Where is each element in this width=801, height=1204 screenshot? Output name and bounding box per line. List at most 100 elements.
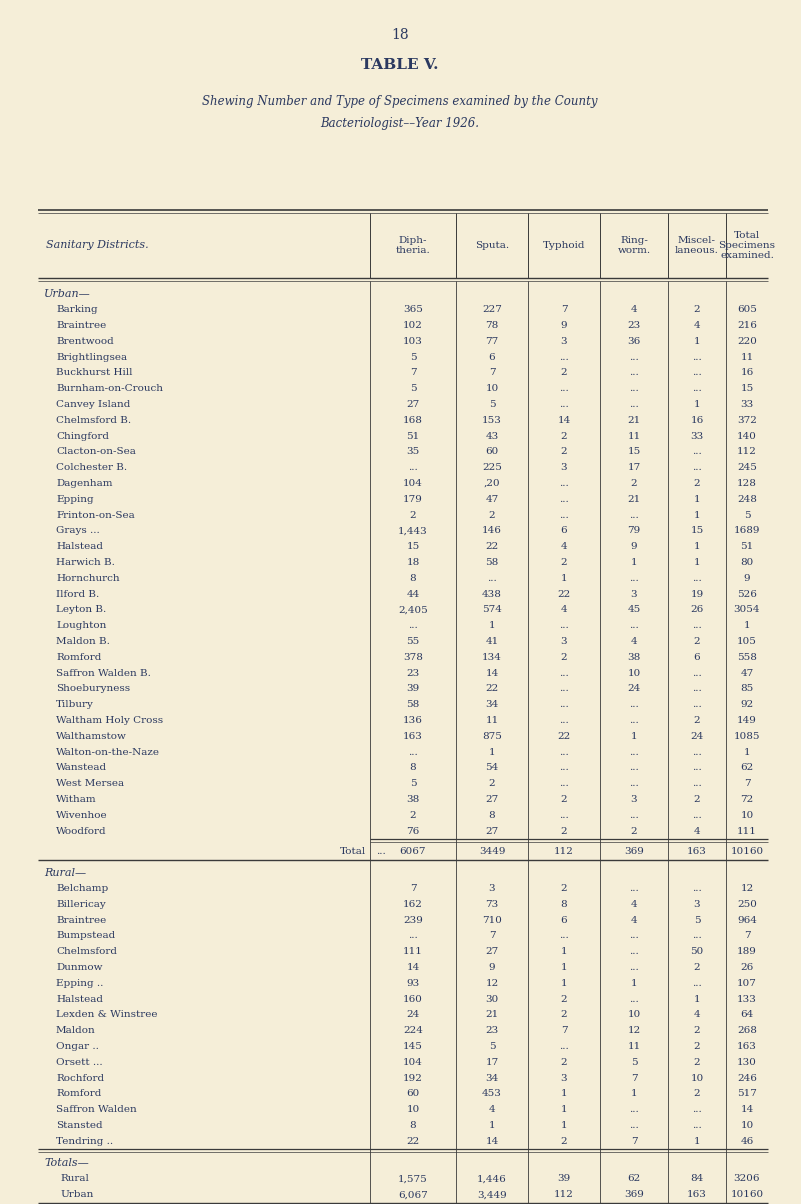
Text: 163: 163 [687, 848, 707, 856]
Text: ...: ... [629, 353, 639, 361]
Text: ...: ... [629, 963, 639, 972]
Text: 38: 38 [406, 795, 420, 804]
Text: 17: 17 [627, 464, 641, 472]
Text: ...: ... [559, 384, 569, 394]
Text: 224: 224 [403, 1026, 423, 1035]
Text: 9: 9 [630, 542, 638, 551]
Text: 2: 2 [694, 1090, 700, 1098]
Text: 16: 16 [740, 368, 754, 377]
Text: 10: 10 [485, 384, 499, 394]
Text: Dagenham: Dagenham [56, 479, 112, 488]
Text: 34: 34 [485, 1074, 499, 1082]
Text: 77: 77 [485, 337, 499, 346]
Text: 62: 62 [627, 1174, 641, 1184]
Text: Halstead: Halstead [56, 542, 103, 551]
Text: ...: ... [629, 884, 639, 893]
Text: ...: ... [559, 932, 569, 940]
Text: 1: 1 [630, 557, 638, 567]
Text: Rochford: Rochford [56, 1074, 104, 1082]
Text: ...: ... [692, 668, 702, 678]
Text: 227: 227 [482, 305, 502, 314]
Text: 1: 1 [561, 1090, 567, 1098]
Text: 107: 107 [737, 979, 757, 987]
Text: 2: 2 [694, 637, 700, 647]
Text: Saffron Walden B.: Saffron Walden B. [56, 668, 151, 678]
Text: 15: 15 [740, 384, 754, 394]
Text: ...: ... [559, 701, 569, 709]
Text: 6067: 6067 [400, 848, 426, 856]
Text: 9: 9 [561, 321, 567, 330]
Text: ...: ... [629, 932, 639, 940]
Text: 4: 4 [489, 1105, 495, 1114]
Text: Maldon B.: Maldon B. [56, 637, 110, 647]
Text: Billericay: Billericay [56, 899, 106, 909]
Text: 9: 9 [743, 574, 751, 583]
Text: Canvey Island: Canvey Island [56, 400, 131, 409]
Text: Waltham Holy Cross: Waltham Holy Cross [56, 716, 163, 725]
Text: 438: 438 [482, 590, 502, 598]
Text: 246: 246 [737, 1074, 757, 1082]
Text: 12: 12 [485, 979, 499, 987]
Text: Chelmsford: Chelmsford [56, 948, 117, 956]
Text: 33: 33 [690, 431, 703, 441]
Text: 79: 79 [627, 526, 641, 536]
Text: 6: 6 [694, 653, 700, 662]
Text: 245: 245 [737, 464, 757, 472]
Text: Frinton-on-Sea: Frinton-on-Sea [56, 510, 135, 520]
Text: ...: ... [629, 368, 639, 377]
Text: ...: ... [629, 763, 639, 773]
Text: 5: 5 [409, 384, 417, 394]
Text: 2: 2 [561, 653, 567, 662]
Text: 179: 179 [403, 495, 423, 503]
Text: 4: 4 [694, 827, 700, 836]
Text: 248: 248 [737, 495, 757, 503]
Text: 111: 111 [403, 948, 423, 956]
Text: 216: 216 [737, 321, 757, 330]
Text: Belchamp: Belchamp [56, 884, 108, 893]
Text: 51: 51 [406, 431, 420, 441]
Text: ...: ... [692, 763, 702, 773]
Text: 12: 12 [627, 1026, 641, 1035]
Text: ...: ... [559, 763, 569, 773]
Text: 3: 3 [694, 899, 700, 909]
Text: 2: 2 [694, 305, 700, 314]
Text: 2: 2 [489, 510, 495, 520]
Text: 34: 34 [485, 701, 499, 709]
Text: ...: ... [692, 464, 702, 472]
Text: ...: ... [559, 668, 569, 678]
Text: 39: 39 [557, 1174, 570, 1184]
Text: 140: 140 [737, 431, 757, 441]
Text: ...: ... [629, 1121, 639, 1131]
Text: 12: 12 [740, 884, 754, 893]
Text: Leyton B.: Leyton B. [56, 606, 107, 614]
Text: 15: 15 [406, 542, 420, 551]
Text: 1: 1 [561, 574, 567, 583]
Text: 2: 2 [409, 510, 417, 520]
Text: 18: 18 [391, 28, 409, 42]
Text: ...: ... [629, 779, 639, 789]
Text: Barking: Barking [56, 305, 98, 314]
Text: ...: ... [487, 574, 497, 583]
Text: Brentwood: Brentwood [56, 337, 114, 346]
Text: 22: 22 [485, 542, 499, 551]
Text: Wivenhoe: Wivenhoe [56, 810, 107, 820]
Text: ...: ... [629, 748, 639, 756]
Text: 50: 50 [690, 948, 703, 956]
Text: 3449: 3449 [479, 848, 505, 856]
Text: 30: 30 [485, 995, 499, 1004]
Text: 36: 36 [627, 337, 641, 346]
Text: 21: 21 [485, 1010, 499, 1020]
Text: Chingford: Chingford [56, 431, 109, 441]
Text: 239: 239 [403, 915, 423, 925]
Text: 8: 8 [409, 763, 417, 773]
Text: 160: 160 [403, 995, 423, 1004]
Text: ...: ... [409, 621, 418, 630]
Text: 5: 5 [409, 353, 417, 361]
Text: 2: 2 [561, 431, 567, 441]
Text: 2: 2 [561, 368, 567, 377]
Text: 2: 2 [630, 479, 638, 488]
Text: 3: 3 [630, 590, 638, 598]
Text: 3,449: 3,449 [477, 1191, 507, 1199]
Text: 4: 4 [630, 899, 638, 909]
Text: 1,443: 1,443 [398, 526, 428, 536]
